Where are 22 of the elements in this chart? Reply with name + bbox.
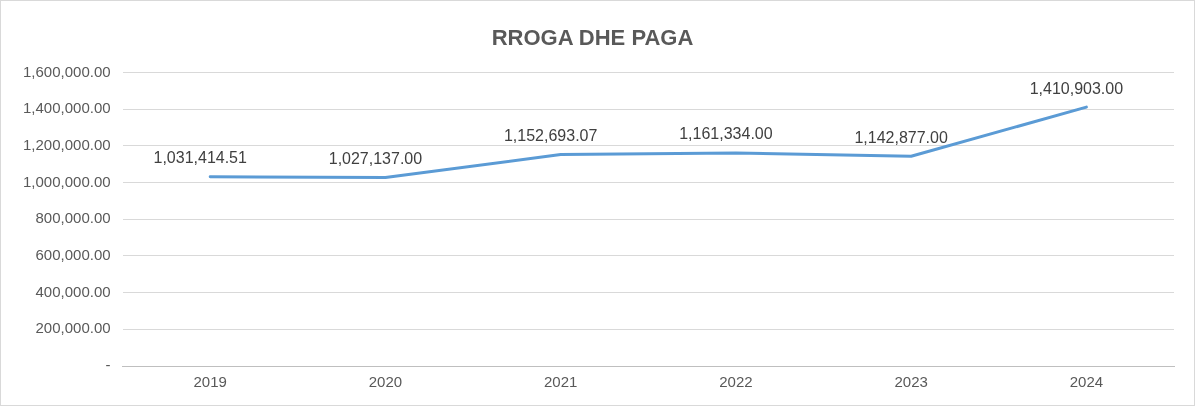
x-tick-label: 2020 (368, 373, 403, 391)
y-tick-label: 1,600,000.00 (22, 62, 111, 80)
y-tick-label: 400,000.00 (35, 282, 111, 300)
y-tick-label: 1,400,000.00 (22, 99, 111, 117)
x-tick-label: 2024 (1069, 373, 1104, 391)
text: 1,152,693.07 (503, 126, 598, 144)
x-tick-label: 2021 (543, 373, 578, 391)
y-tick-label: 800,000.00 (35, 209, 111, 227)
chart-title: RROGA DHE PAGA (491, 25, 694, 51)
text: 1,410,903.00 (1029, 79, 1124, 97)
text: 1,142,877.00 (854, 128, 948, 146)
y-tick-label: 1,200,000.00 (22, 135, 111, 153)
y-tick-label: 200,000.00 (35, 319, 111, 337)
y-tick-label: 600,000.00 (35, 246, 111, 264)
text: 1,031,414.51 (153, 149, 247, 167)
y-tick-label: 1,000,000.00 (22, 172, 111, 190)
x-tick-label: 2022 (719, 373, 753, 391)
x-tick-label: 2019 (193, 373, 227, 391)
text: 1,027,137.00 (328, 149, 423, 167)
text: 1,161,334.00 (679, 125, 773, 143)
x-tick-label: 2023 (894, 373, 928, 391)
y-tick-label: - (105, 356, 111, 374)
